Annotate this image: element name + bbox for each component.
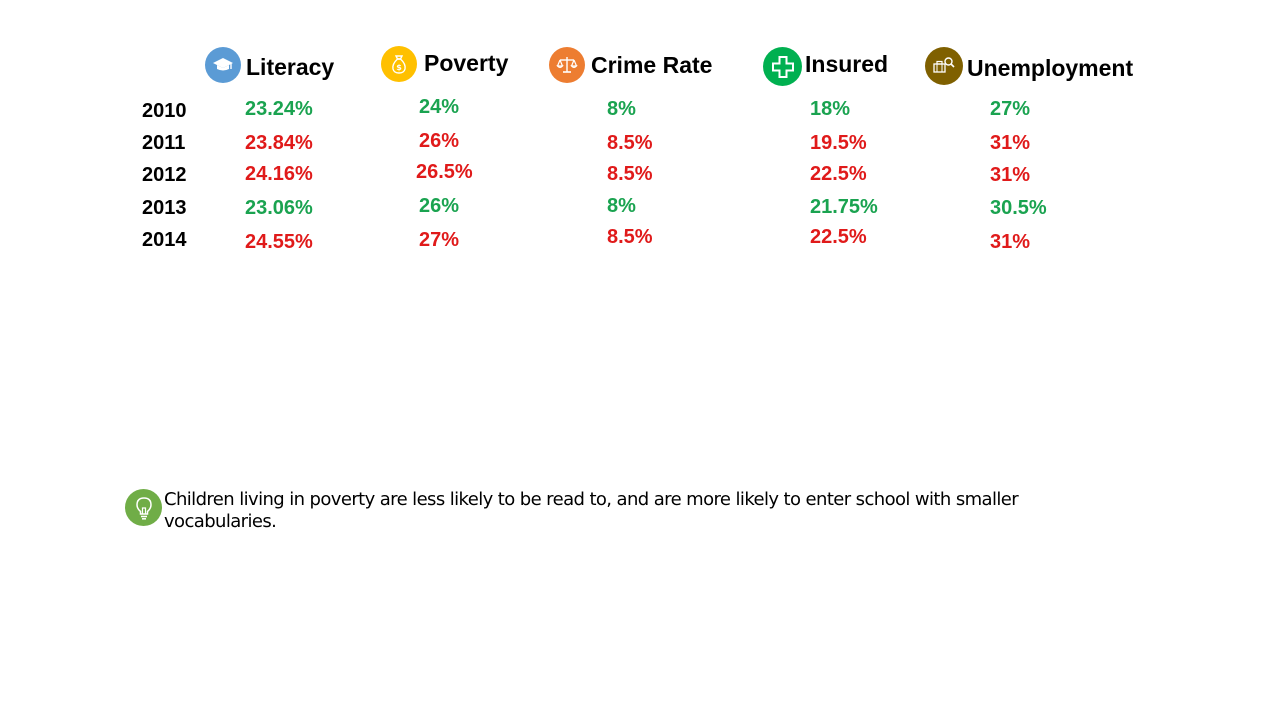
cell-crime-2010: 8% bbox=[607, 98, 636, 120]
cell-literacy-2010: 23.24% bbox=[245, 98, 313, 120]
cell-literacy-2013: 23.06% bbox=[245, 197, 313, 219]
cell-insured-2014: 22.5% bbox=[810, 226, 867, 248]
cell-unemployment-2011: 31% bbox=[990, 132, 1031, 154]
cell-poverty-2014: 27% bbox=[419, 229, 460, 251]
cell-crime-2012: 8.5% bbox=[607, 163, 653, 185]
cell-insured-2010: 18% bbox=[810, 98, 851, 120]
cell-literacy-2011: 23.84% bbox=[245, 132, 313, 154]
graduation-cap-icon bbox=[205, 47, 241, 83]
cell-literacy-2012: 24.16% bbox=[245, 163, 313, 185]
header-label-literacy: Literacy bbox=[246, 53, 335, 80]
medical-cross-icon bbox=[763, 47, 802, 86]
lightbulb-icon bbox=[125, 489, 162, 526]
header-literacy: Literacy bbox=[205, 47, 334, 83]
year-label: 2014 bbox=[142, 229, 187, 251]
cell-poverty-2011: 26% bbox=[419, 130, 460, 152]
briefcase-search-icon bbox=[925, 47, 963, 85]
cell-poverty-2012: 26.5% bbox=[416, 161, 473, 183]
cell-unemployment-2010: 27% bbox=[990, 98, 1031, 120]
header-label-insured: Insured bbox=[805, 50, 889, 77]
year-label: 2010 bbox=[142, 100, 187, 122]
cell-literacy-2014: 24.55% bbox=[245, 231, 313, 253]
svg-text:$: $ bbox=[396, 63, 402, 72]
header-label-crime: Crime Rate bbox=[591, 51, 713, 78]
money-bag-icon: $ bbox=[381, 46, 417, 82]
cell-insured-2011: 19.5% bbox=[810, 132, 867, 154]
cell-unemployment-2012: 31% bbox=[990, 164, 1031, 186]
header-poverty: $ Poverty bbox=[381, 46, 508, 82]
year-label: 2011 bbox=[142, 132, 186, 154]
header-crime: Crime Rate bbox=[549, 47, 712, 83]
cell-unemployment-2014: 31% bbox=[990, 231, 1031, 253]
note-text: Children living in poverty are less like… bbox=[164, 489, 1019, 532]
cell-crime-2014: 8.5% bbox=[607, 226, 653, 248]
year-label: 2012 bbox=[142, 164, 187, 186]
cell-insured-2013: 21.75% bbox=[810, 196, 878, 218]
header-unemployment: Unemployment bbox=[925, 47, 1133, 85]
cell-unemployment-2013: 30.5% bbox=[990, 197, 1047, 219]
scales-icon bbox=[549, 47, 585, 83]
year-label: 2013 bbox=[142, 197, 187, 219]
cell-insured-2012: 22.5% bbox=[810, 163, 867, 185]
header-label-poverty: Poverty bbox=[424, 50, 509, 76]
header-label-unemployment: Unemployment bbox=[967, 54, 1134, 81]
cell-poverty-2010: 24% bbox=[419, 96, 460, 118]
cell-crime-2013: 8% bbox=[607, 195, 636, 217]
cell-crime-2011: 8.5% bbox=[607, 132, 653, 154]
cell-poverty-2013: 26% bbox=[419, 195, 460, 217]
header-insured: Insured bbox=[763, 47, 888, 86]
